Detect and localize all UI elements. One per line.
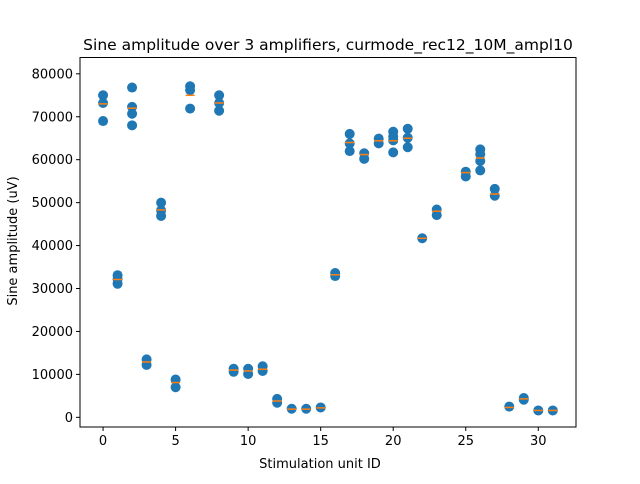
data-point bbox=[344, 146, 355, 157]
y-axis-label: Sine amplitude (uV) bbox=[6, 176, 21, 305]
data-point bbox=[98, 116, 109, 127]
data-point bbox=[127, 108, 138, 119]
y-tick-label: 20000 bbox=[32, 325, 73, 340]
data-point bbox=[98, 98, 109, 109]
y-tick-label: 0 bbox=[65, 411, 73, 426]
data-point bbox=[489, 183, 500, 194]
y-tick-label: 10000 bbox=[32, 368, 73, 383]
axes-frame bbox=[79, 57, 577, 428]
data-point bbox=[156, 197, 167, 208]
data-point bbox=[127, 101, 138, 112]
data-point bbox=[330, 271, 341, 282]
data-point bbox=[518, 394, 529, 405]
data-point bbox=[460, 171, 471, 182]
x-axis-label: Stimulation unit ID bbox=[259, 457, 381, 472]
y-tick-label: 70000 bbox=[32, 110, 73, 125]
y-tick-label: 30000 bbox=[32, 282, 73, 297]
data-point bbox=[344, 128, 355, 139]
y-tick-label: 80000 bbox=[32, 67, 73, 82]
data-point bbox=[489, 190, 500, 201]
data-point bbox=[185, 103, 196, 114]
data-point bbox=[373, 138, 384, 149]
y-tick-label: 50000 bbox=[32, 196, 73, 211]
chart-title: Sine amplitude over 3 amplifiers, curmod… bbox=[83, 36, 573, 55]
data-point bbox=[127, 82, 138, 93]
data-point bbox=[402, 142, 413, 153]
data-point bbox=[156, 210, 167, 221]
y-tick-label: 60000 bbox=[32, 153, 73, 168]
x-tick-label: 15 bbox=[312, 434, 329, 449]
data-point bbox=[402, 123, 413, 134]
data-point bbox=[257, 365, 268, 376]
data-point bbox=[214, 90, 225, 101]
data-point bbox=[228, 366, 239, 377]
x-tick-label: 25 bbox=[457, 434, 474, 449]
x-tick-label: 20 bbox=[385, 434, 402, 449]
data-point bbox=[112, 278, 123, 289]
data-point bbox=[170, 382, 181, 393]
data-point bbox=[98, 90, 109, 101]
data-point bbox=[214, 105, 225, 116]
data-point bbox=[475, 165, 486, 176]
data-point bbox=[127, 120, 138, 131]
x-tick-label: 30 bbox=[530, 434, 547, 449]
y-tick-label: 40000 bbox=[32, 239, 73, 254]
data-point bbox=[344, 138, 355, 149]
data-point bbox=[272, 397, 283, 408]
x-tick-label: 10 bbox=[240, 434, 257, 449]
x-tick-label: 0 bbox=[99, 434, 107, 449]
data-point bbox=[504, 401, 515, 412]
plot-area: 0 5 10 15 20 25 30 0 10000 20000 30000 40000 50000 60… bbox=[32, 67, 558, 449]
data-point bbox=[475, 149, 486, 160]
data-point bbox=[388, 147, 399, 158]
data-point bbox=[185, 85, 196, 96]
data-point bbox=[359, 153, 370, 164]
data-point bbox=[431, 210, 442, 221]
x-tick-label: 5 bbox=[171, 434, 179, 449]
